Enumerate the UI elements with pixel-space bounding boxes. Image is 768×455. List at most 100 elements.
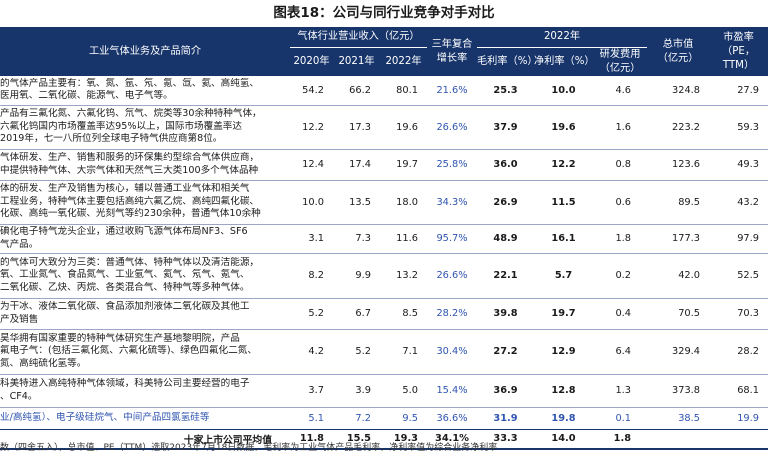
description-line: 医用氧、二氧化碳、能源气、电子气等。 (0, 90, 173, 102)
net-margin-value: 5.7 (554, 270, 573, 281)
business-description: 业/高纯氢）、电子级硅烷气、中间产品四氯氢硅等 (0, 407, 290, 429)
header-rd: 研发费用 （亿元） (593, 47, 648, 76)
net-margin-value: 19.7 (551, 308, 576, 319)
pe-value: 97.9 (737, 233, 760, 244)
cagr-value: 28.2% (436, 308, 468, 319)
revenue-2021: 17.4 (349, 159, 371, 170)
description-line: 产及销售 (0, 313, 39, 325)
description-line: 体的研发、生产及销售为核心，辅以普通工业气体和相关气 (0, 183, 250, 195)
average-net: 14.0 (534, 428, 593, 449)
revenue-2022: 13.2 (396, 270, 418, 281)
market-cap-value: 70.5 (678, 308, 701, 319)
comparison-table: 工业气体业务及产品简介 气体行业营业收入（亿元） 三年复合 增长率 2022年 总… (0, 27, 768, 450)
market-cap-value: 42.0 (678, 270, 701, 281)
average-row: 十家上市公司平均值 11.8 15.5 19.3 34.1% 33.3 14.0 1.8 (0, 428, 768, 449)
cagr-value: 26.6% (436, 121, 468, 133)
pe-value: 43.2 (737, 196, 760, 208)
table-row: 科美特进入高纯特种气体领域，科美特公司主要经营的电子 、CF4。 3.7 3.9 5.0… (0, 374, 768, 407)
description-line: 气产品。 (0, 238, 39, 250)
table-row: 的气体产品主要有：氧、氮、氩、氖、氪、氙、氦、高纯氢、 医用氧、二氧化碳、能源气、… (0, 76, 768, 105)
business-description: 为干冰、液体二氧化碳、食品添加剂液体二氧化碳及其他工 产及销售 (0, 298, 290, 329)
header-market-cap: 总市值 （亿元） (647, 27, 710, 76)
figure-title: 图表18：公司与同行业竞争对手对比 (273, 5, 495, 21)
description-line: 六氟化钨国内市场覆盖率达95%以上，国际市场覆盖率达 (0, 120, 242, 132)
header-net-margin: 净利率（%） (534, 47, 595, 76)
description-line: 气体研发、生产、销售和服务的环保集约型综合气体供应商， (0, 152, 260, 164)
table-row: 的气体可大致分为三类：普通气体、特种气体以及清洁能源， 氧、工业氮气、食品氮气、工… (0, 253, 768, 298)
revenue-2020: 10.0 (302, 196, 324, 208)
market-cap-value: 38.5 (678, 412, 701, 424)
header-cagr-line1: 三年复合 (431, 38, 473, 50)
header-rd-line2: （亿元） (599, 63, 641, 74)
footnote: 数（四舍五入），总市值、PE（TTM）选取2023年7月18日数据，毛利率为工业… (0, 443, 498, 453)
gross-margin-value: 37.9 (493, 121, 518, 133)
description-line: 科美特进入高纯特种气体领域，科美特公司主要经营的电子 (0, 378, 250, 390)
pe-value: 68.1 (737, 385, 760, 396)
revenue-2021: 7.2 (355, 412, 371, 424)
revenue-2021: 6.7 (355, 308, 371, 319)
business-description: 科美特进入高纯特种气体领域，科美特公司主要经营的电子 、CF4。 (0, 374, 290, 407)
pe-value: 59.3 (737, 121, 760, 133)
revenue-2022: 19.6 (396, 121, 418, 133)
business-description: 的气体可大致分为三类：普通气体、特种气体以及清洁能源， 氧、工业氮气、食品氮气、工… (0, 253, 290, 298)
revenue-2022: 5.0 (402, 385, 418, 396)
revenue-2021: 5.2 (355, 346, 371, 357)
cagr-value: 25.8% (436, 159, 468, 170)
average-r2020: 11.8 (290, 428, 333, 449)
market-cap-value: 177.3 (671, 233, 701, 244)
average-gross: 33.3 (477, 428, 534, 449)
cagr-value: 21.6% (436, 84, 468, 96)
average-cap-empty (647, 428, 710, 449)
gross-margin-value: 22.1 (493, 270, 518, 281)
gross-margin-value: 26.9 (493, 196, 518, 208)
revenue-2022: 7.1 (402, 346, 418, 357)
cagr-value: 36.6% (436, 412, 468, 424)
rd-expense-value: 6.4 (615, 346, 632, 357)
table-body: 的气体产品主要有：氧、氮、氩、氖、氪、氙、氦、高纯氢、 医用氧、二氧化碳、能源气、… (0, 76, 768, 449)
revenue-2020: 12.2 (302, 121, 324, 133)
market-cap-value: 329.4 (671, 346, 701, 357)
revenue-2020: 5.2 (308, 308, 324, 319)
rd-expense-value: 4.6 (615, 84, 632, 96)
gross-margin-value: 31.9 (493, 412, 518, 424)
gross-margin-value: 39.8 (493, 308, 518, 319)
rd-expense-value: 0.2 (615, 270, 632, 281)
business-description: 碘化电子特气龙头企业，通过收购飞源气体布局NF3、SF6 气产品。 (0, 224, 290, 253)
header-2022: 2022年 (380, 47, 427, 76)
cagr-value: 34.3% (436, 196, 468, 208)
table-row: 碘化电子特气龙头企业，通过收购飞源气体布局NF3、SF6 气产品。 3.1 7.3 11… (0, 224, 768, 253)
header-revenue-group: 气体行业营业收入（亿元） (290, 27, 427, 48)
cagr-value: 26.6% (436, 270, 468, 281)
net-margin-value: 19.8 (551, 412, 576, 424)
header-gross-margin: 毛利率（%） (477, 47, 538, 76)
market-cap-value: 89.5 (678, 196, 701, 208)
header-cap-line1: 总市值 (662, 38, 694, 50)
header-cagr-line2: 增长率 (436, 52, 468, 64)
description-line: 的气体产品主要有：氧、氮、氩、氖、氪、氙、氦、高纯氢、 (0, 77, 260, 89)
pe-value: 70.3 (737, 308, 760, 319)
average-cagr: 34.1% (427, 428, 477, 449)
average-rd: 1.8 (593, 428, 648, 449)
gross-margin-value: 27.2 (493, 346, 518, 357)
net-margin-value: 19.6 (551, 121, 576, 133)
description-line: 二氧化碳、乙炔、丙烷、各类混合气、特种气等多种气体。 (0, 281, 250, 293)
description-line: 业/高纯氢）、电子级硅烷气、中间产品四氯氢硅等 (0, 411, 210, 423)
cagr-value: 95.7% (436, 233, 468, 244)
description-line: 碘化电子特气龙头企业，通过收购飞源气体布局NF3、SF6 (0, 226, 248, 238)
revenue-2021: 17.3 (349, 121, 371, 133)
revenue-2020: 3.7 (308, 385, 324, 396)
description-line: 化碳、高纯一氧化碳、光刻气等约230余种，普通气体10余种 (0, 208, 261, 220)
description-line: 的气体可大致分为三类：普通气体、特种气体以及清洁能源， (0, 256, 260, 268)
net-margin-value: 11.5 (551, 196, 576, 208)
net-margin-value: 16.1 (551, 233, 576, 244)
table-row: 业/高纯氢）、电子级硅烷气、中间产品四氯氢硅等 5.1 7.2 9.5 36.6% 31.… (0, 407, 768, 429)
gross-margin-value: 36.9 (493, 385, 518, 396)
header-2021: 2021年 (333, 47, 380, 76)
header-pe-line2: （PE，TTM） (722, 45, 756, 71)
revenue-2020: 4.2 (308, 346, 324, 357)
revenue-2021: 66.2 (349, 84, 371, 96)
revenue-2022: 80.1 (396, 84, 418, 96)
business-description: 体的研发、生产及销售为核心，辅以普通工业气体和相关气 工程业务，特种气体主要包括高… (0, 180, 290, 224)
market-cap-value: 123.6 (671, 159, 701, 170)
rd-expense-value: 0.1 (615, 412, 632, 424)
